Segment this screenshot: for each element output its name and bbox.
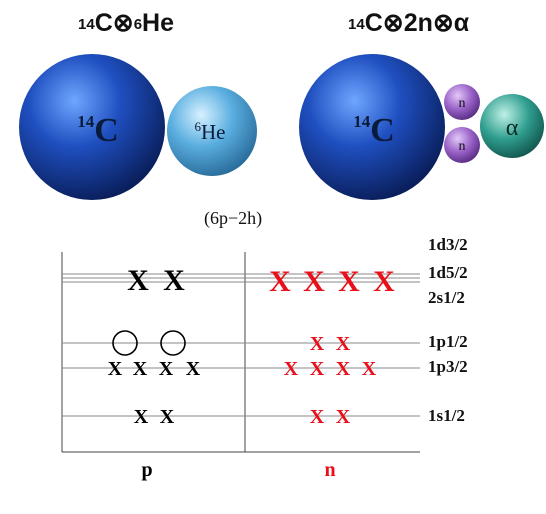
neutron-particle-sd-1: X	[269, 265, 291, 298]
helium6-label: 6He	[195, 119, 226, 144]
proton-particle-sd-2: X	[163, 264, 185, 297]
level-lines	[62, 273, 420, 417]
proton-particle-sd-1: X	[127, 264, 149, 297]
helium6-sphere	[167, 86, 257, 176]
level-label-2s1-2: 2s1/2	[428, 288, 465, 307]
proton-particle-1p3-2-4: X	[186, 358, 201, 380]
proton-hole-1p1-2-1	[112, 330, 138, 356]
neutron-particle-1p3-2-4: X	[362, 358, 377, 380]
neutron-particle-sd-4: X	[373, 265, 395, 298]
proton-particle-1p3-2-1: X	[108, 358, 123, 380]
level-label-1p3-2: 1p3/2	[428, 357, 468, 376]
neutron-particle-sd-2: X	[303, 265, 325, 298]
neutron-particle-1s1-2-1: X	[310, 406, 325, 428]
alpha-label: α	[506, 115, 519, 141]
proton-particle-1s1-2-1: X	[134, 406, 149, 428]
neutron-column-label: n	[324, 459, 335, 481]
proton-particle-1p3-2-2: X	[133, 358, 148, 380]
neutron-particle-1p1-2-1: X	[310, 333, 325, 355]
cluster-title-14c-6he: 14C⊗6He	[78, 9, 175, 37]
neutron-particle-1s1-2-2: X	[336, 406, 351, 428]
carbon14-label-left: 14C	[77, 112, 119, 149]
level-label-1d5-2: 1d5/2	[428, 263, 468, 282]
carbon14-sphere-left	[19, 54, 165, 200]
cluster-right-14c-2n-alpha: 14C n n α	[299, 54, 544, 200]
cluster-title-14c-2n-alpha: 14C⊗2n⊗α	[348, 9, 470, 37]
neutron-particle-1p3-2-1: X	[284, 358, 299, 380]
proton-hole-1p1-2-2	[160, 330, 186, 356]
cluster-left-14c-6he: 14C 6He	[19, 54, 257, 200]
proton-particle-1p3-2-3: X	[159, 358, 174, 380]
neutron-sphere-1	[444, 84, 480, 120]
neutron-particle-1p3-2-2: X	[310, 358, 325, 380]
neutron-label-2: n	[459, 139, 466, 154]
level-label-1d3-2: 1d3/2	[428, 235, 468, 254]
proton-particle-1s1-2-2: X	[160, 406, 175, 428]
shell-model-diagram: 1d3/2 1d5/2 2s1/2 1p1/2 1p3/2 1s1/2 X X …	[61, 235, 468, 481]
cluster-illustrations: 14C 6He 14C n n α	[19, 54, 544, 200]
level-label-1p1-2: 1p1/2	[428, 332, 468, 351]
neutron-sphere-2	[444, 127, 480, 163]
neutron-particle-sd-3: X	[338, 265, 360, 298]
neutron-particle-1p3-2-3: X	[336, 358, 351, 380]
level-label-1s1-2: 1s1/2	[428, 406, 465, 425]
configuration-label: (6p−2h)	[204, 208, 263, 228]
carbon14-sphere-right	[299, 54, 445, 200]
proton-column-label: p	[141, 459, 152, 481]
alpha-sphere	[480, 94, 544, 158]
neutron-particle-1p1-2-2: X	[336, 333, 351, 355]
neutron-label-1: n	[459, 96, 466, 111]
carbon14-label-right: 14C	[353, 112, 395, 149]
